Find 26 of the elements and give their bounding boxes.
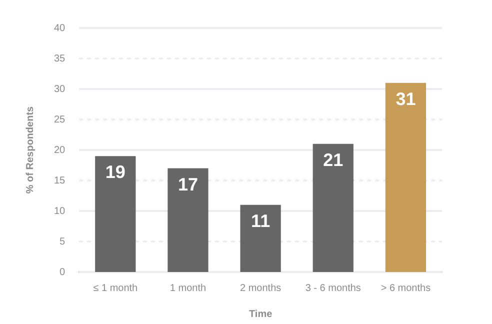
data-label: 21 — [323, 150, 344, 170]
x-tick-label: 2 months — [240, 282, 282, 294]
bar — [168, 168, 208, 272]
y-tick-label: 30 — [54, 84, 66, 95]
x-tick-label: ≤ 1 month — [93, 282, 138, 294]
y-tick-label: 25 — [54, 114, 66, 126]
y-axis-title: % of Respondents — [24, 106, 36, 194]
y-tick-label: 0 — [60, 266, 66, 278]
bar — [240, 204, 281, 272]
bar — [385, 82, 426, 272]
data-label: 17 — [178, 174, 198, 194]
data-label: 11 — [251, 210, 270, 231]
data-label: 31 — [396, 88, 416, 109]
y-tick-label: 10 — [54, 206, 66, 217]
x-tick-label: 1 month — [170, 282, 206, 294]
x-tick-label: > 6 months — [380, 282, 431, 294]
bar — [95, 156, 136, 272]
x-tick-label: 3 - 6 months — [305, 282, 361, 294]
y-tick-label: 40 — [54, 22, 66, 34]
y-tick-label: 15 — [54, 175, 66, 186]
x-axis-title: Time — [248, 308, 273, 320]
y-tick-label: 5 — [60, 236, 66, 248]
y-tick-label: 20 — [54, 144, 66, 156]
bar — [312, 144, 354, 272]
data-label: 19 — [105, 162, 126, 182]
y-tick-label: 35 — [54, 53, 66, 64]
